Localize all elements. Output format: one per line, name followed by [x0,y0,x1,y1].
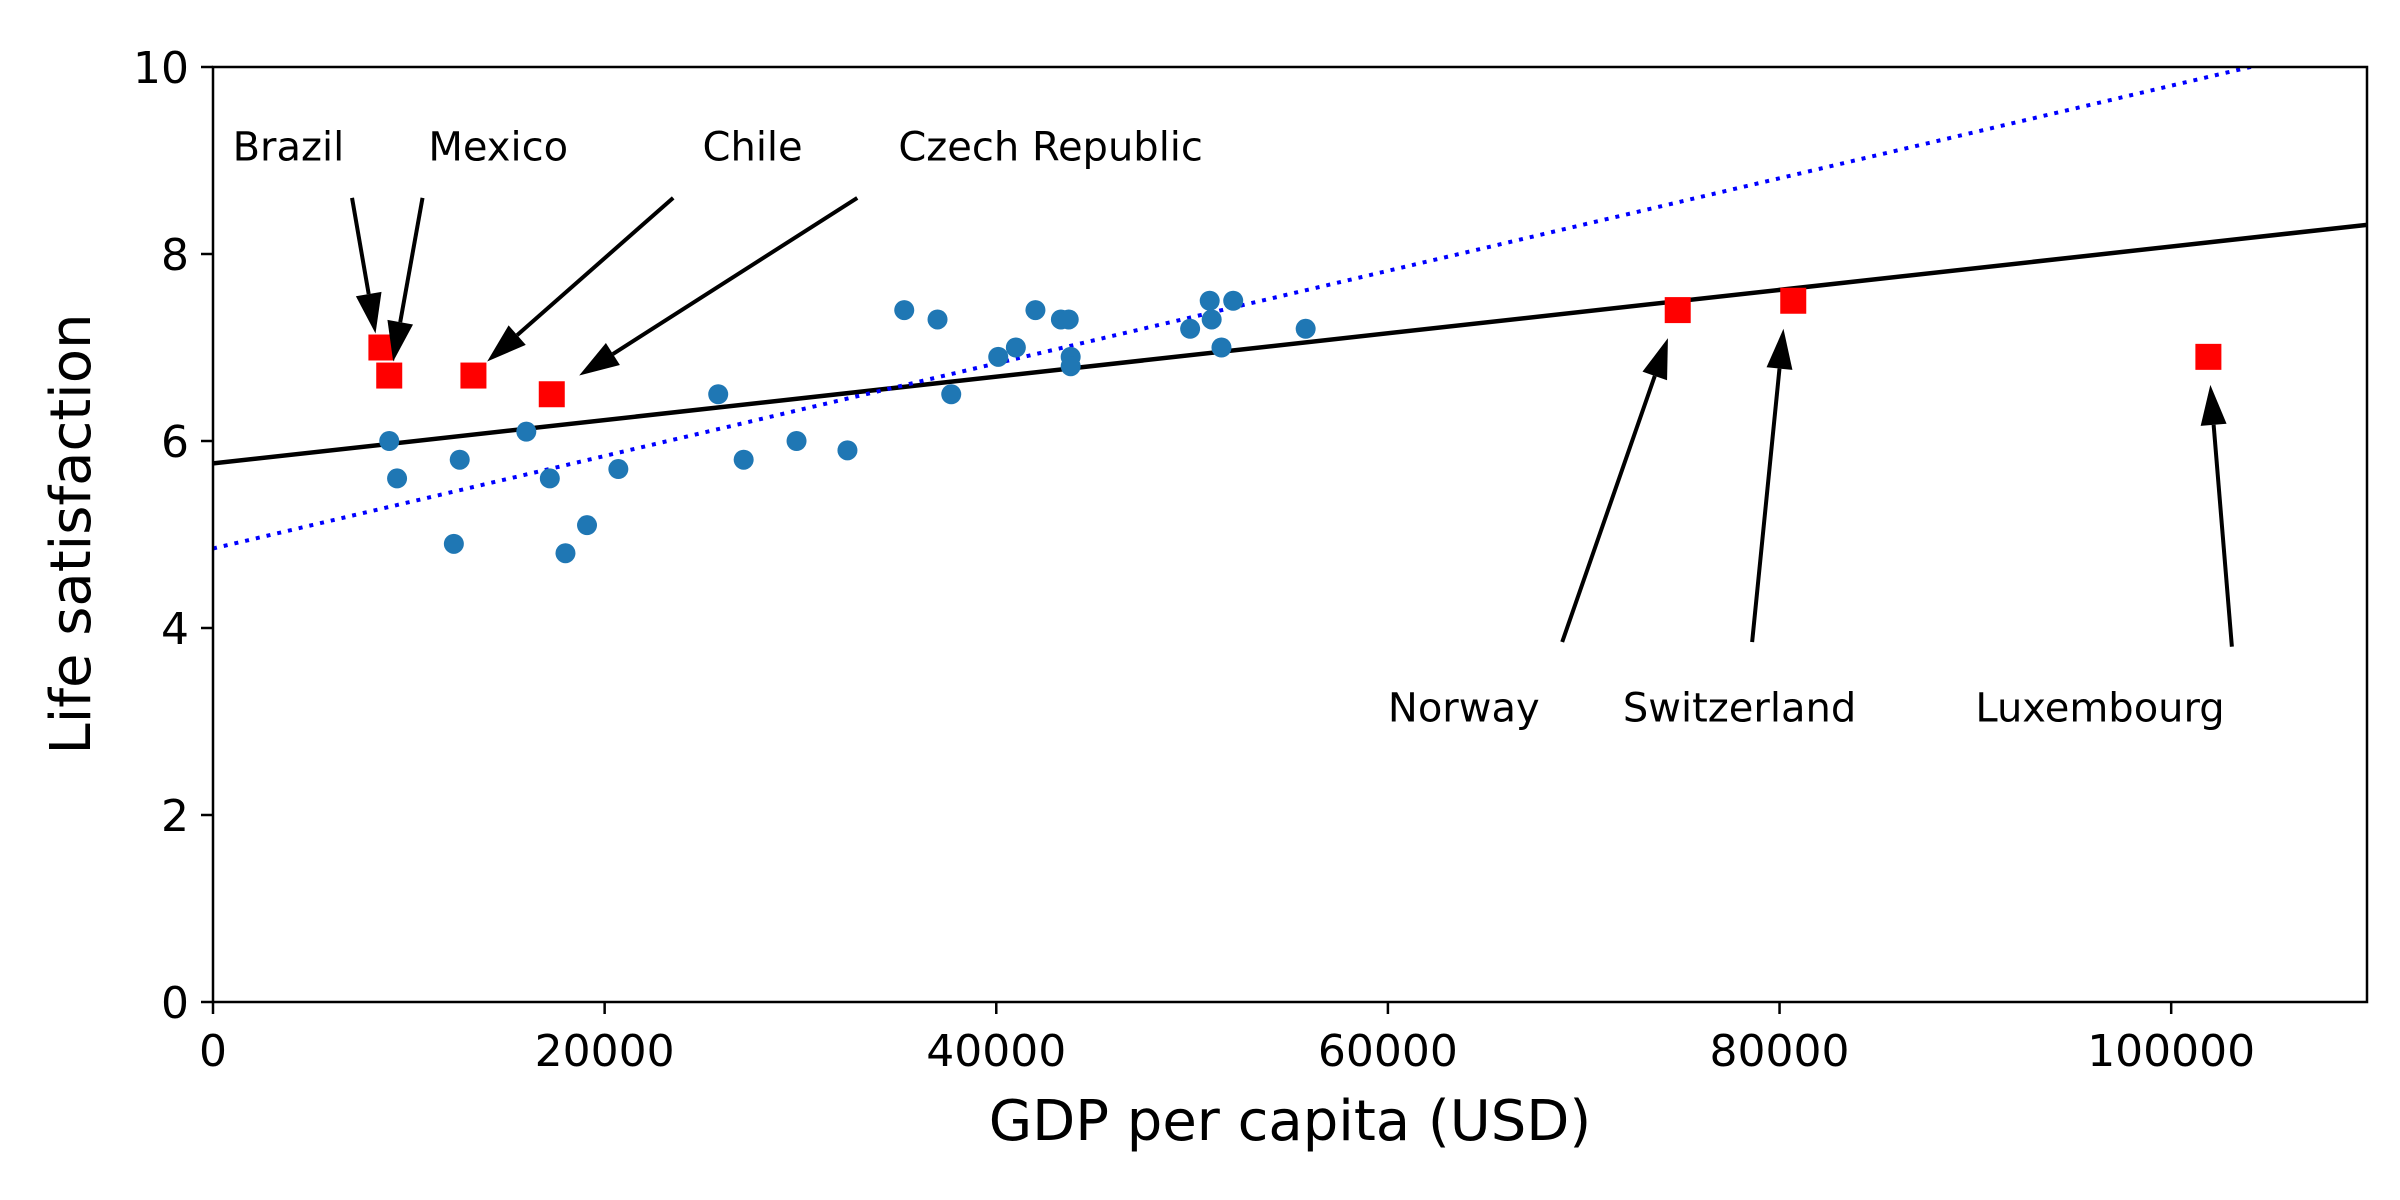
x-tick-label: 60000 [1318,1026,1458,1077]
fit-lines [213,67,2367,551]
x-tick-label: 0 [199,1026,227,1077]
country-point [1180,318,1201,339]
data-points [368,287,2222,564]
country-point [1005,337,1026,358]
annotation-label: Mexico [428,125,568,171]
country-point [1058,309,1079,330]
highlighted-country-point [460,362,487,389]
country-point [1223,290,1244,311]
x-tick-label: 20000 [535,1026,675,1077]
annotation-arrowhead [355,291,382,334]
x-axis-title: GDP per capita (USD) [989,1089,1592,1154]
y-tick-label: 0 [161,978,189,1029]
country-point [927,309,948,330]
country-point [708,384,729,405]
annotation-arrowhead [387,319,414,362]
annotation-arrow [398,197,425,323]
y-tick-label: 6 [161,417,189,468]
annotation-arrowhead [2200,384,2227,426]
country-point [1025,300,1046,321]
country-point [1295,318,1316,339]
y-tick-label: 10 [133,43,189,94]
country-point [539,468,560,489]
annotation-label: Brazil [233,125,345,171]
annotation-label: Luxembourg [1975,686,2224,732]
y-axis-title: Life satisfaction [39,314,104,755]
country-point [786,431,807,451]
x-tick-label: 40000 [926,1026,1066,1077]
y-tick-label: 4 [161,604,189,655]
annotation-label: Switzerland [1623,686,1856,732]
annotation-label: Chile [703,125,803,171]
country-point [988,346,1009,367]
country-point [387,468,408,489]
country-point [894,300,915,321]
annotation-arrow [1750,368,1782,643]
annotation-arrowhead [579,343,620,376]
annotation-arrow [515,196,675,337]
country-point [443,533,464,554]
highlighted-country-point [2195,343,2222,370]
x-axis: 0 20000 40000 60000 80000 100000 [199,1002,2255,1077]
annotation-arrowhead [1766,328,1793,370]
annotations: Brazil Mexico Chile Czech Republic Norway Swi… [233,125,2234,732]
x-tick-label: 100000 [2087,1026,2255,1077]
country-point [837,440,858,461]
full-data-fit-line [213,222,2367,466]
y-tick-label: 8 [161,230,189,281]
plot-frame [211,65,2369,1004]
annotation-arrow [611,196,859,356]
highlighted-country-point [538,381,565,408]
country-point [1201,309,1222,330]
country-point [941,384,962,405]
country-point [1211,337,1232,358]
annotation-arrowhead [487,325,526,362]
country-point [1060,356,1081,377]
annotation-label: Czech Republic [898,125,1203,171]
country-point [1199,290,1220,311]
annotation-arrow [350,197,371,295]
annotation-arrowhead [1642,338,1668,381]
annotation-label: Norway [1388,686,1540,732]
country-point [516,421,537,442]
country-point [449,449,470,470]
country-point [733,449,754,470]
y-axis: 0 2 4 6 8 10 [133,43,213,1029]
country-point [555,543,576,564]
highlighted-country-point [376,362,403,389]
x-tick-label: 80000 [1710,1026,1850,1077]
highlighted-country-point [1780,287,1807,314]
y-tick-label: 2 [161,791,189,842]
country-point [577,515,598,536]
annotation-arrow [2211,424,2234,647]
highlighted-country-point [1664,297,1691,324]
country-point [608,459,629,480]
annotation-arrow [1560,375,1657,643]
country-point [379,431,400,451]
